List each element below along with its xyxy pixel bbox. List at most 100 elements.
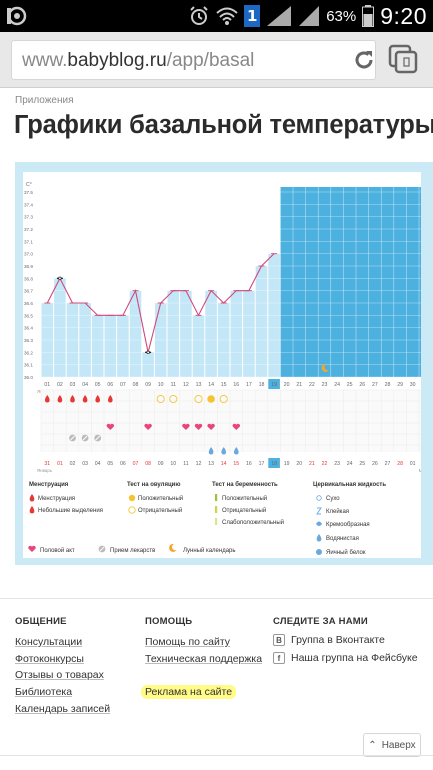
y-tick-label: 37.0 <box>24 252 33 257</box>
legend-heading-ovulation: Тест на овуляцию <box>127 482 180 488</box>
legend-spotting-icon <box>29 506 35 514</box>
bottom-day-label: 08 <box>145 461 151 467</box>
footer-link-calendar[interactable]: Календарь записей <box>15 703 111 715</box>
footer-link-facebook[interactable]: f Наша группа на Фейсбуке <box>273 652 418 664</box>
bottom-day-label: 25 <box>359 461 365 467</box>
battery-percent: 63% <box>326 7 357 25</box>
footer-link-site-help[interactable]: Помощь по сайту <box>145 636 231 648</box>
x-day-label: 11 <box>171 382 176 388</box>
url-text[interactable]: www.babyblog.ru/app/basal <box>22 50 254 72</box>
x-day-label: 01 <box>44 382 50 388</box>
footer-link-consultations[interactable]: Консультации <box>15 636 83 648</box>
bottom-day-label: 18 <box>271 461 277 467</box>
page-title: Графики базальной температуры <box>14 111 433 139</box>
x-day-label: 23 <box>322 382 328 388</box>
footer-link-vkontakte[interactable]: B Группа в Вконтакте <box>273 634 385 646</box>
url-bar[interactable]: www.babyblog.ru/app/basal <box>11 40 376 80</box>
legend-menstruation: Менструация <box>38 496 75 502</box>
footer-link-tech-support[interactable]: Техническая поддержка <box>145 653 263 665</box>
temperature-bar[interactable] <box>205 290 217 377</box>
x-day-label: 03 <box>70 382 76 388</box>
menstruation-icon <box>57 395 63 403</box>
bottom-day-label: 28 <box>397 461 403 467</box>
intercourse-icon <box>232 423 240 430</box>
battery-icon <box>362 4 375 28</box>
bottom-day-label: 19 <box>284 461 290 467</box>
legend-menstruation-icon <box>29 494 35 502</box>
legend-heading-menstruation: Менструация <box>29 482 69 488</box>
legend-ovulation-positive-icon <box>128 494 136 502</box>
y-tick-label: 37.3 <box>24 215 33 220</box>
y-tick-label: 36.8 <box>24 276 33 281</box>
x-day-label: 10 <box>158 382 164 388</box>
bottom-day-label: 15 <box>233 461 239 467</box>
footer-link-library[interactable]: Библиотека <box>15 686 73 698</box>
bottom-day-label: 04 <box>95 461 101 467</box>
breadcrumb[interactable]: Приложения <box>15 95 74 106</box>
temperature-bar[interactable] <box>180 290 192 377</box>
legend-heading-fluid: Цервикальная жидкость <box>313 482 386 488</box>
temperature-bar[interactable] <box>243 290 255 377</box>
legend-fluid-eggwhite: Яичный белок <box>326 549 366 556</box>
basal-temperature-chart[interactable]: С° 37.5 37.4 37.3 37.2 37.1 37.0 36.9 36.8 36.7 36… <box>23 172 421 558</box>
x-day-label: 27 <box>372 382 378 388</box>
x-day-label: 14 <box>208 382 214 388</box>
legend-ovulation-positive: Положительный <box>138 495 183 502</box>
legend-pregnancy-positive-icon <box>215 494 218 501</box>
x-day-label: 19 <box>271 382 277 388</box>
intercourse-icon <box>144 423 152 430</box>
legend-ovulation-negative-icon <box>128 506 136 514</box>
bottom-day-label: 06 <box>120 461 126 467</box>
legend-medicine-icon-stroke <box>99 546 105 552</box>
vk-label: Группа в Вконтакте <box>291 634 385 646</box>
bottom-month-start: Январь <box>37 468 53 473</box>
bottom-day-label: 26 <box>372 461 378 467</box>
back-to-top-label: Наверх <box>381 739 416 751</box>
chart-panel: С° 37.5 37.4 37.3 37.2 37.1 37.0 36.9 36.8 36.7 36… <box>23 172 421 558</box>
bottom-day-label: 20 <box>296 461 302 467</box>
medicine-icon-stroke <box>82 435 88 441</box>
ovulation-negative-icon <box>194 394 203 404</box>
legend-fluid-watery: Водянистая <box>326 536 359 542</box>
legend-fluid-creamy-icon <box>316 521 322 526</box>
ovulation-positive-icon <box>207 395 215 403</box>
intercourse-icon <box>194 423 203 430</box>
light-spotting-icon <box>95 395 101 403</box>
y-tick-label: 36.4 <box>24 326 33 331</box>
ovulation-negative-icon <box>156 394 165 404</box>
temperature-bar[interactable] <box>104 315 117 377</box>
x-day-label: 18 <box>259 382 265 388</box>
facebook-icon: f <box>273 652 285 664</box>
footer-link-reviews[interactable]: Отзывы о товарах <box>15 669 104 681</box>
light-spotting-icon <box>82 395 88 403</box>
y-tick-label: 36.6 <box>24 301 33 306</box>
temperature-bar[interactable] <box>91 315 104 377</box>
temperature-bar[interactable] <box>117 315 129 377</box>
light-spotting-icon <box>107 395 113 403</box>
footer-link-advertising[interactable]: Реклама на сайте <box>141 685 237 699</box>
bottom-day-label: 02 <box>70 461 76 467</box>
bottom-day-label: 16 <box>246 461 252 467</box>
ovulation-negative-icon <box>169 394 178 404</box>
bottom-day-label: 23 <box>334 461 340 467</box>
bottom-day-label: 27 <box>385 461 391 467</box>
temperature-bar[interactable] <box>255 266 268 377</box>
reload-icon[interactable] <box>352 48 376 72</box>
x-day-label: 30 <box>410 382 416 388</box>
y-tick-label: 36.9 <box>24 264 33 269</box>
legend-pregnancy-weak: Слабоположительный <box>222 519 284 526</box>
temperature-bar[interactable] <box>230 290 243 377</box>
temperature-bar[interactable] <box>167 290 180 377</box>
back-to-top-button[interactable]: ⌃ Наверх <box>363 733 421 757</box>
bottom-day-label: 24 <box>347 461 353 467</box>
x-day-label: 13 <box>196 382 202 388</box>
tabs-icon[interactable] <box>388 44 418 74</box>
current-day-highlight-bottom <box>268 458 280 468</box>
footer-divider <box>0 598 433 599</box>
x-day-label: 07 <box>120 382 126 388</box>
temperature-bar[interactable] <box>129 290 142 377</box>
ovulation-negative-icon <box>219 394 228 404</box>
facebook-label: Наша группа на Фейсбуке <box>291 652 418 664</box>
footer-link-photo-contests[interactable]: Фотоконкурсы <box>15 653 84 665</box>
temperature-bar[interactable] <box>192 315 205 377</box>
